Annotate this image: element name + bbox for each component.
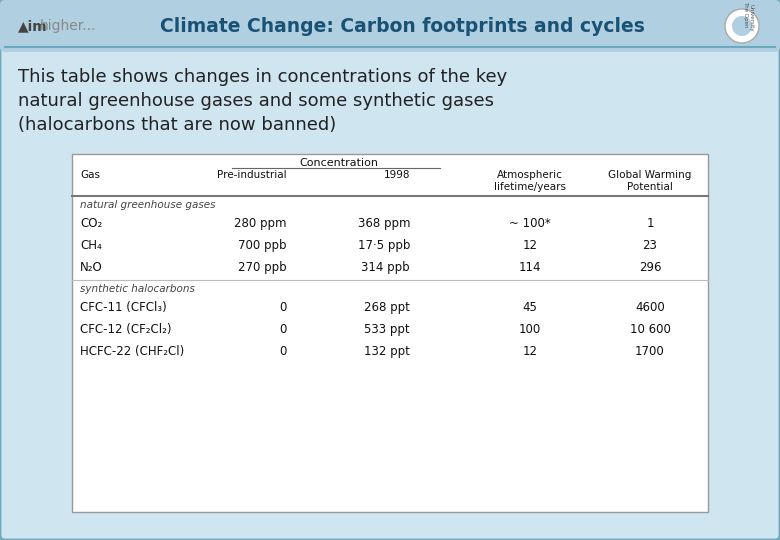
Text: CO₂: CO₂ — [80, 217, 102, 230]
Text: 10 600: 10 600 — [629, 323, 671, 336]
FancyBboxPatch shape — [0, 0, 780, 52]
Text: Pre-industrial: Pre-industrial — [218, 170, 287, 180]
Text: 270 ppb: 270 ppb — [239, 261, 287, 274]
Text: 4600: 4600 — [635, 301, 665, 314]
Text: University: University — [749, 4, 753, 32]
Text: 296: 296 — [639, 261, 661, 274]
Circle shape — [732, 16, 752, 36]
Text: 1: 1 — [647, 217, 654, 230]
Text: ▲im: ▲im — [18, 19, 48, 33]
Text: Global Warming
Potential: Global Warming Potential — [608, 170, 692, 192]
Text: The Open: The Open — [743, 1, 749, 27]
Text: 17·5 ppb: 17·5 ppb — [357, 239, 410, 252]
Text: ~ 100*: ~ 100* — [509, 217, 551, 230]
Text: 280 ppm: 280 ppm — [235, 217, 287, 230]
Text: HCFC-22 (CHF₂Cl): HCFC-22 (CHF₂Cl) — [80, 345, 184, 358]
Text: CFC-12 (CF₂Cl₂): CFC-12 (CF₂Cl₂) — [80, 323, 172, 336]
Text: synthetic halocarbons: synthetic halocarbons — [80, 284, 195, 294]
Text: 12: 12 — [523, 345, 537, 358]
Text: 1700: 1700 — [635, 345, 665, 358]
Text: 100: 100 — [519, 323, 541, 336]
Text: 533 ppt: 533 ppt — [364, 323, 410, 336]
Text: 12: 12 — [523, 239, 537, 252]
Text: natural greenhouse gases: natural greenhouse gases — [80, 200, 215, 210]
Bar — [5, 20, 775, 52]
Text: 314 ppb: 314 ppb — [361, 261, 410, 274]
Bar — [72, 154, 708, 512]
Text: natural greenhouse gases and some synthetic gases: natural greenhouse gases and some synthe… — [18, 92, 494, 110]
Text: 0: 0 — [279, 301, 287, 314]
Text: 268 ppt: 268 ppt — [364, 301, 410, 314]
Text: Gas: Gas — [80, 170, 100, 180]
Text: higher...: higher... — [40, 19, 97, 33]
Text: Concentration: Concentration — [299, 158, 378, 168]
Text: CH₄: CH₄ — [80, 239, 101, 252]
Text: (halocarbons that are now banned): (halocarbons that are now banned) — [18, 116, 336, 134]
Text: 114: 114 — [519, 261, 541, 274]
Text: 0: 0 — [279, 345, 287, 358]
Text: This table shows changes in concentrations of the key: This table shows changes in concentratio… — [18, 68, 507, 86]
Text: 45: 45 — [523, 301, 537, 314]
Text: 700 ppb: 700 ppb — [239, 239, 287, 252]
Text: CFC-11 (CFCl₃): CFC-11 (CFCl₃) — [80, 301, 167, 314]
Text: 132 ppt: 132 ppt — [364, 345, 410, 358]
Text: N₂O: N₂O — [80, 261, 103, 274]
Circle shape — [725, 9, 759, 43]
Text: 1998: 1998 — [384, 170, 410, 180]
Text: Atmospheric
lifetime/years: Atmospheric lifetime/years — [494, 170, 566, 192]
Text: Climate Change: Carbon footprints and cycles: Climate Change: Carbon footprints and cy… — [160, 17, 645, 36]
Text: 368 ppm: 368 ppm — [357, 217, 410, 230]
Text: 23: 23 — [643, 239, 658, 252]
Text: 0: 0 — [279, 323, 287, 336]
